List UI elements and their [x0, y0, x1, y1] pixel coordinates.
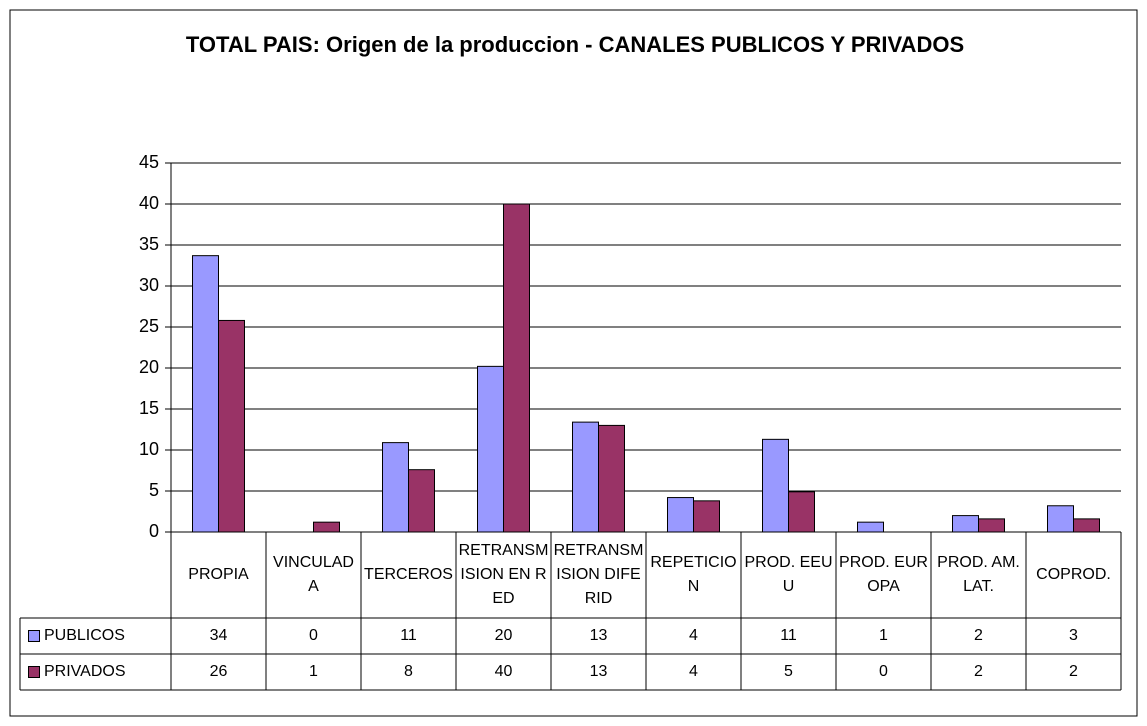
table-value-text: 0 [309, 627, 318, 644]
bar [598, 424, 625, 533]
table-value-text: 20 [494, 627, 513, 644]
table-value-text: 4 [689, 663, 698, 680]
x-tick-label: PROD. AM. LAT. [931, 534, 1026, 616]
bar [572, 421, 599, 533]
table-value: 1 [266, 654, 361, 690]
table-value: 34 [171, 618, 266, 654]
x-tick-label-text: PROPIA [188, 566, 249, 583]
table-value: 3 [1026, 618, 1121, 654]
x-tick-label-text: PROD. AM. LAT. [937, 554, 1020, 595]
table-value-text: 0 [879, 663, 888, 680]
table-value: 0 [266, 618, 361, 654]
legend-entry-text: PUBLICOS [44, 627, 125, 644]
bar [693, 500, 720, 533]
table-value-text: 13 [589, 627, 608, 644]
table-value: 13 [551, 618, 646, 654]
table-value: 40 [456, 654, 551, 690]
table-value-text: 1 [879, 627, 888, 644]
table-value: 13 [551, 654, 646, 690]
y-tick-label: 40 [139, 193, 159, 213]
table-value: 4 [646, 618, 741, 654]
y-tick-label: 0 [149, 521, 159, 541]
x-tick-label: TERCEROS [361, 534, 456, 616]
x-tick-label: RETRANSMISION EN RED [456, 534, 551, 616]
y-tick-label: 30 [139, 275, 159, 295]
y-tick-label: 5 [149, 480, 159, 500]
table-value-text: 1 [309, 663, 318, 680]
x-tick-label-text: PROD. EUROPA [839, 554, 928, 595]
y-tick-label: 10 [139, 439, 159, 459]
x-tick-label: PROD. EUROPA [836, 534, 931, 616]
x-tick-label-text: COPROD. [1036, 566, 1111, 583]
x-tick-label-text: RETRANSMISION EN RED [458, 542, 549, 607]
bar [788, 491, 815, 533]
table-value: 20 [456, 618, 551, 654]
x-tick-label: PROD. EEUU [741, 534, 836, 616]
table-value-text: 40 [494, 663, 513, 680]
table-value-text: 2 [974, 663, 983, 680]
bar [408, 469, 435, 533]
bar [1047, 505, 1074, 533]
bar [1073, 518, 1100, 533]
table-value: 2 [931, 654, 1026, 690]
table-value-text: 11 [400, 627, 417, 644]
bar [477, 365, 504, 533]
legend-swatch [28, 630, 40, 642]
y-tick-label: 15 [139, 398, 159, 418]
legend-swatch [28, 666, 40, 678]
bar [192, 255, 219, 533]
table-value: 2 [931, 618, 1026, 654]
bar [978, 518, 1005, 533]
x-tick-label: RETRANSMISION DIFERID [551, 534, 646, 616]
x-tick-label: COPROD. [1026, 534, 1121, 616]
table-value: 11 [741, 618, 836, 654]
bar [762, 438, 789, 533]
chart-title: TOTAL PAIS: Origen de la produccion - CA… [185, 32, 965, 57]
x-tick-label: REPETICION [646, 534, 741, 616]
bar [857, 521, 884, 533]
x-tick-label: PROPIA [171, 534, 266, 616]
bar [382, 442, 409, 533]
y-tick-label: 45 [139, 152, 159, 172]
legend-entry: PUBLICOS [22, 618, 171, 654]
legend-entry-text: PRIVADOS [44, 663, 126, 680]
x-tick-label-text: TERCEROS [364, 566, 453, 583]
table-value: 4 [646, 654, 741, 690]
y-tick-label: 35 [139, 234, 159, 254]
table-value: 26 [171, 654, 266, 690]
y-tick-label: 25 [139, 316, 159, 336]
x-tick-label-text: RETRANSMISION DIFERID [553, 542, 644, 607]
bar [503, 203, 530, 533]
table-value: 5 [741, 654, 836, 690]
table-value-text: 34 [209, 627, 228, 644]
x-tick-label: VINCULADA [266, 534, 361, 616]
table-value-text: 26 [209, 663, 228, 680]
table-value-text: 13 [589, 663, 608, 680]
x-tick-label-text: PROD. EEUU [744, 554, 833, 595]
y-tick-label: 20 [139, 357, 159, 377]
table-value-text: 2 [1069, 663, 1078, 680]
table-value: 11 [361, 618, 456, 654]
bar [313, 521, 340, 533]
table-value-text: 4 [689, 627, 698, 644]
x-tick-label-text: VINCULADA [273, 554, 354, 595]
table-value: 8 [361, 654, 456, 690]
table-value-text: 8 [404, 663, 413, 680]
table-value-text: 5 [784, 663, 793, 680]
table-value-text: 11 [780, 627, 797, 644]
bar [952, 515, 979, 533]
bar [667, 497, 694, 533]
x-tick-label-text: REPETICION [650, 554, 737, 595]
table-value: 0 [836, 654, 931, 690]
legend-entry: PRIVADOS [22, 654, 171, 690]
table-value-text: 2 [974, 627, 983, 644]
bar [218, 319, 245, 533]
table-value: 1 [836, 618, 931, 654]
table-value: 2 [1026, 654, 1121, 690]
table-value-text: 3 [1069, 627, 1078, 644]
